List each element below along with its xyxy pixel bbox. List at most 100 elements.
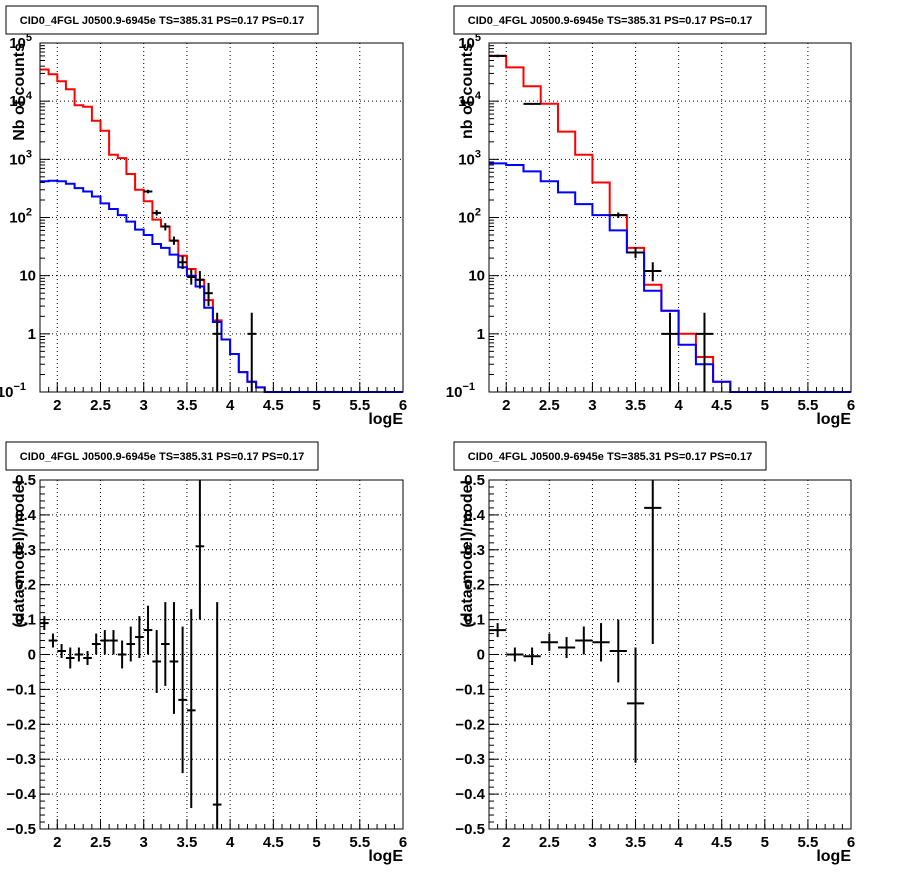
x-tick-label: 4.5: [711, 397, 732, 414]
data-point: [40, 616, 49, 631]
y-axis-label: Nb of counts: [11, 43, 28, 141]
y-tick-label: −0.5: [6, 821, 36, 838]
y-tick-label: 105: [9, 32, 32, 52]
data-point: [178, 255, 187, 270]
data-point: [506, 647, 524, 662]
data-point: [74, 647, 84, 662]
x-tick-label: 6: [847, 397, 855, 414]
y-axis-label: (data-model)/model: [11, 480, 28, 628]
y-tick-label: 0: [477, 647, 485, 664]
x-tick-label: 3: [588, 834, 596, 851]
y-tick-label: 10: [468, 268, 485, 285]
y-axis-label: (data-model)/model: [459, 480, 476, 628]
data-point: [143, 189, 153, 194]
x-tick-label: 5.5: [349, 834, 370, 851]
data-point: [626, 647, 645, 763]
data-point: [143, 605, 153, 655]
x-tick-label: 4: [226, 397, 235, 414]
y-tick-label: −0.4: [455, 786, 485, 803]
x-tick-label: 2: [502, 834, 510, 851]
data-point: [186, 269, 196, 285]
data-point: [152, 630, 161, 693]
data-point: [161, 602, 170, 686]
x-tick-label: 3.5: [176, 834, 197, 851]
y-tick-label: 0.2: [464, 577, 485, 594]
x-tick-label: 2: [502, 397, 510, 414]
x-axis-label: logE: [816, 848, 851, 865]
histogram-series-2: [40, 179, 403, 393]
data-point: [83, 651, 92, 665]
data-point: [540, 633, 558, 652]
y-tick-label: 103: [9, 148, 32, 168]
y-tick-label: 1: [28, 326, 36, 343]
y-tick-label: 10−1: [0, 381, 26, 401]
data-point: [48, 633, 58, 648]
data-point: [57, 644, 66, 658]
y-tick-label: −0.2: [455, 716, 485, 733]
x-tick-label: 2.5: [90, 834, 111, 851]
x-tick-label: 4: [674, 834, 683, 851]
y-tick-label: 10: [19, 268, 36, 285]
y-tick-label: 102: [458, 207, 481, 227]
data-point: [161, 223, 170, 231]
data-point: [65, 647, 75, 669]
x-tick-label: 5.5: [797, 834, 818, 851]
y-axis-label: nb of counts: [459, 43, 476, 139]
data-point: [661, 312, 679, 392]
y-tick-label: −0.1: [455, 681, 485, 698]
data-point: [523, 647, 541, 665]
data-point: [609, 619, 627, 683]
y-tick-label: 0.1: [464, 612, 485, 629]
y-tick-label: 0.3: [15, 542, 36, 559]
data-point: [626, 247, 645, 259]
data-point: [169, 236, 179, 245]
plot-title: CID0_4FGL J0500.9-6945e TS=385.31 PS=0.1…: [468, 451, 752, 463]
x-tick-label: 2.5: [90, 397, 111, 414]
data-point: [152, 210, 161, 216]
data-point: [135, 616, 144, 658]
y-tick-label: 0.1: [15, 612, 36, 629]
data-point: [169, 602, 179, 714]
data-point: [212, 312, 222, 392]
x-tick-label: 6: [399, 834, 407, 851]
y-tick-label: −0.2: [6, 716, 36, 733]
plot-title: CID0_4FGL J0500.9-6945e TS=385.31 PS=0.1…: [468, 15, 752, 27]
data-point: [644, 480, 662, 645]
plot-panel-2: CID0_4FGL J0500.9-6945e TS=385.31 PS=0.1…: [446, 5, 855, 428]
y-tick-label: 104: [458, 90, 482, 110]
title-box: [453, 5, 767, 35]
x-tick-label: 5: [761, 397, 769, 414]
y-tick-label: 0.4: [15, 507, 37, 524]
y-tick-label: −0.3: [455, 751, 485, 768]
plot-title: CID0_4FGL J0500.9-6945e TS=385.31 PS=0.1…: [20, 451, 304, 463]
data-point: [592, 623, 610, 662]
x-tick-label: 5: [761, 834, 769, 851]
data-point: [91, 633, 101, 655]
data-point: [186, 609, 196, 809]
data-point: [695, 312, 714, 392]
y-tick-label: 104: [9, 90, 33, 110]
x-tick-label: 5: [312, 834, 320, 851]
data-point: [523, 102, 541, 105]
data-point: [557, 637, 576, 658]
y-tick-label: 0: [28, 647, 36, 664]
data-point: [195, 271, 205, 289]
y-tick-label: −0.5: [455, 821, 485, 838]
x-axis-label: logE: [368, 411, 403, 428]
y-tick-label: 0.5: [15, 472, 36, 489]
x-tick-label: 5: [312, 397, 320, 414]
x-tick-label: 4.5: [711, 834, 732, 851]
x-tick-label: 4.5: [263, 397, 284, 414]
y-tick-label: 102: [9, 207, 32, 227]
data-point: [109, 630, 118, 655]
plot-panel-4: CID0_4FGL J0500.9-6945e TS=385.31 PS=0.1…: [453, 441, 855, 865]
x-tick-label: 2.5: [539, 834, 560, 851]
title-box: [5, 5, 319, 35]
x-tick-label: 6: [847, 834, 855, 851]
x-tick-label: 3: [140, 397, 148, 414]
x-axis-label: logE: [368, 848, 403, 865]
y-tick-label: 10−1: [446, 381, 475, 401]
y-tick-label: −0.4: [6, 786, 36, 803]
data-point: [195, 480, 205, 620]
